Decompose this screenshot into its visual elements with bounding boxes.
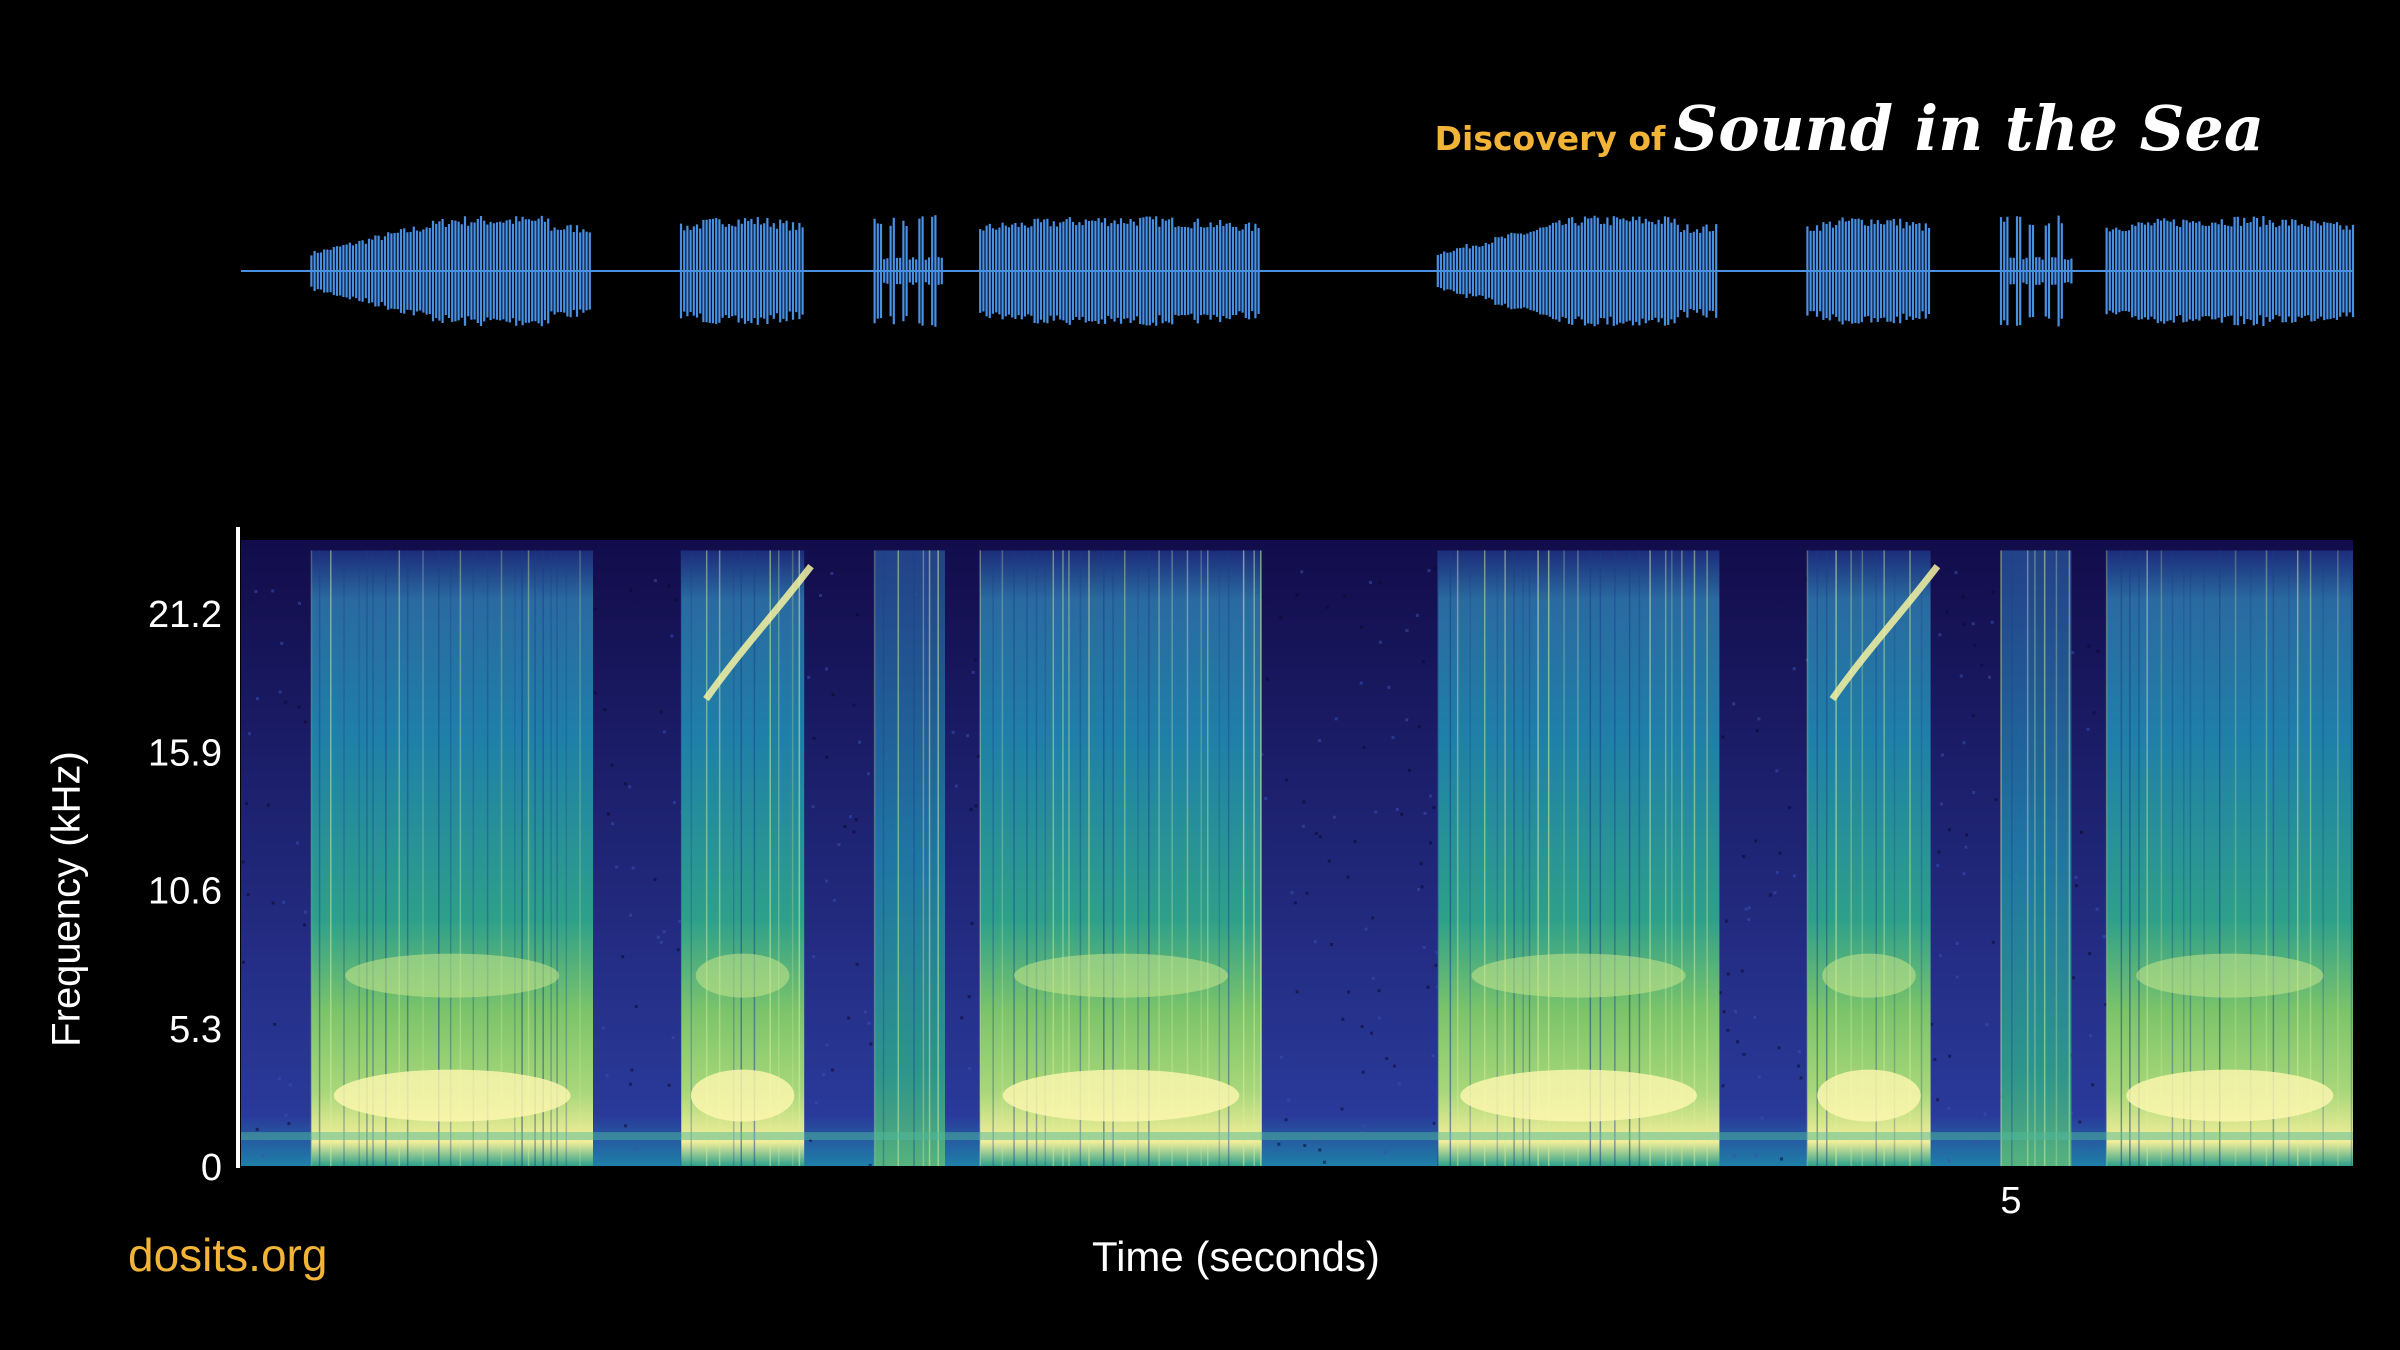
y-tick-label: 21.2 [148,594,222,636]
waveform-segment [310,215,591,327]
spectrogram-column [873,550,945,1166]
waveform-segment [2105,216,2355,326]
waveform-segment [979,216,1260,326]
y-axis-label: Frequency (kHz) [44,751,89,1047]
waveform-segment [873,215,943,327]
brand-prefix: Discovery of [1434,119,1666,158]
axes: 0 5.3 10.6 15.9 21.2 5 [148,527,2022,1222]
low-frequency-band [241,1132,2353,1141]
x-axis-label: Time (seconds) [1092,1233,1380,1280]
waveform-segment [1999,215,2073,327]
brand-logo: Discovery of Sound in the Sea [1435,92,2264,165]
waveform-segment [679,217,804,325]
waveform-segment [1806,217,1931,325]
spectrogram-column [1806,550,1941,1166]
y-tick-label: 15.9 [148,732,222,774]
waveform [241,215,2355,327]
spectrogram-column [2000,550,2072,1166]
spectrogram-column [680,550,814,1166]
y-tick-label: 10.6 [148,871,222,913]
spectrogram [241,540,2353,1169]
spectrogram-column [979,550,1262,1166]
spectrogram-column [1437,550,1720,1166]
site-url: dosits.org [128,1229,328,1281]
y-tick-label: 5.3 [169,1009,222,1051]
x-tick-label: 5 [2000,1180,2021,1222]
brand-title: Sound in the Sea [1673,92,2264,165]
spectrogram-column [310,550,593,1166]
y-tick-label: 0 [201,1147,222,1189]
waveform-segment [1436,215,1718,327]
spectrogram-column [2105,550,2353,1166]
